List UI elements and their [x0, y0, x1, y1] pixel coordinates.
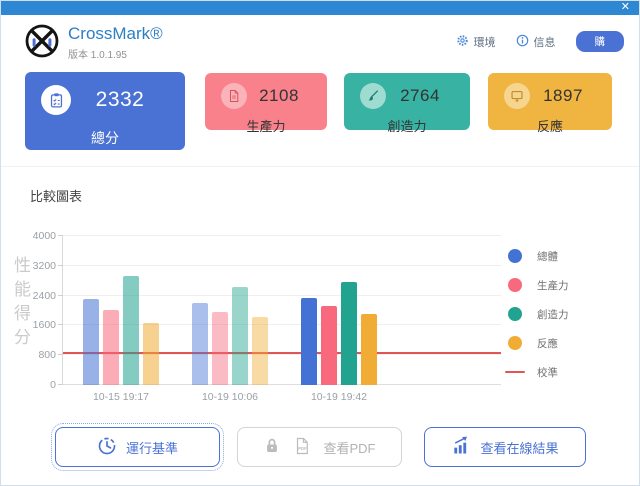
view-pdf-button[interactable]: PDF 查看PDF: [237, 427, 402, 467]
gridline: [63, 384, 501, 385]
bar-創造力: [341, 282, 357, 385]
legend-line-swatch: [505, 371, 525, 373]
nav-environment[interactable]: 環境: [456, 34, 496, 50]
app-version: 版本 1.0.1.95: [68, 50, 127, 61]
productivity-score-label: 生產力: [246, 119, 286, 134]
axis-tick: [58, 324, 63, 326]
clipboard-icon: [41, 85, 71, 115]
gridline: [63, 354, 501, 356]
section-divider: [0, 166, 640, 167]
legend-swatch: [508, 307, 522, 321]
legend-swatch: [508, 278, 522, 292]
nav-info-label: 信息: [533, 36, 556, 49]
app-title: CrossMark®: [68, 24, 163, 43]
score-card-responsiveness: 1897 反應: [488, 73, 612, 134]
x-axis-label: 10-19 19:42: [310, 391, 368, 403]
bar-group: [83, 276, 159, 385]
clock-icon: [97, 436, 117, 459]
bar-反應: [252, 317, 268, 385]
score-card-creativity: 2764 創造力: [344, 73, 470, 134]
bar-group: [192, 287, 268, 385]
score-card-total: 2332 總分: [25, 72, 185, 150]
lock-icon: [263, 437, 281, 458]
gridline: [63, 294, 501, 296]
y-axis-labels: 0 800 1600 2400 3200 4000: [20, 230, 56, 391]
axis-tick: [58, 264, 63, 266]
chart-arrow-icon: [451, 436, 471, 459]
view-online-results-button[interactable]: 查看在線結果: [424, 427, 586, 467]
close-icon[interactable]: ✕: [620, 1, 630, 13]
header-nav: 環境 信息 購: [456, 31, 624, 52]
x-axis-label: 10-15 19:17: [92, 391, 150, 403]
run-benchmark-label: 運行基準: [125, 440, 178, 456]
y-axis-tick-label: 4000: [32, 230, 56, 242]
bar-總體: [301, 298, 317, 385]
bar-生產力: [321, 306, 337, 385]
legend-swatch: [508, 336, 522, 350]
svg-text:PDF: PDF: [299, 446, 308, 451]
bar-反應: [143, 322, 159, 385]
responsiveness-score-label: 反應: [536, 119, 563, 134]
legend-item: 反應: [508, 335, 569, 351]
total-score-value: 2332: [95, 88, 145, 111]
axis-tick: [58, 384, 63, 385]
chart-legend: 總體生產力創造力反應校準: [505, 248, 569, 380]
bar-創造力: [232, 287, 248, 385]
legend-item-calibration: 校準: [505, 364, 569, 380]
creativity-score-label: 創造力: [387, 119, 427, 134]
legend-label: 校準: [537, 366, 558, 379]
legend-item: 創造力: [508, 306, 569, 322]
bar-生產力: [103, 309, 119, 385]
info-icon: [516, 34, 529, 50]
gridline: [63, 324, 501, 326]
legend-label: 生產力: [537, 279, 569, 292]
bar-總體: [83, 298, 99, 385]
monitor-icon: [504, 83, 530, 109]
view-pdf-label: 查看PDF: [323, 440, 376, 456]
y-axis-tick-label: 0: [50, 379, 56, 391]
bar-創造力: [123, 276, 139, 385]
calibration-line: [63, 352, 501, 355]
y-axis-tick-label: 800: [38, 349, 56, 362]
crossmark-logo-icon: [22, 21, 62, 66]
view-online-results-label: 查看在線結果: [480, 440, 559, 456]
bar-生產力: [212, 312, 228, 385]
y-axis-tick-label: 1600: [32, 319, 56, 332]
bar-反應: [361, 314, 377, 385]
axis-tick: [58, 235, 63, 236]
gridline: [63, 235, 501, 236]
axis-tick: [58, 354, 63, 356]
comparison-chart: 性能得分 0 800 1600 2400 3200 4000 10-15 19:17 10-…: [0, 222, 640, 417]
y-axis-tick-label: 3200: [32, 259, 56, 272]
bar-總體: [192, 303, 208, 385]
responsiveness-score-value: 1897: [543, 86, 583, 105]
run-benchmark-button[interactable]: 運行基準: [51, 423, 224, 471]
y-axis-title: 性能得分: [11, 256, 30, 352]
legend-swatch: [508, 249, 522, 263]
total-score-label: 總分: [91, 130, 119, 146]
pdf-file-icon: PDF: [293, 437, 311, 458]
nav-environment-label: 環境: [473, 36, 496, 49]
legend-label: 反應: [537, 337, 558, 350]
brush-icon: [360, 83, 386, 109]
productivity-score-value: 2108: [259, 86, 299, 105]
gridline: [63, 264, 501, 266]
chart-section-title: 比較圖表: [30, 189, 83, 204]
document-icon: [221, 83, 247, 109]
nav-info[interactable]: 信息: [516, 34, 556, 50]
x-axis-label: 10-19 10:06: [201, 391, 259, 403]
chart-plot: 10-15 19:17 10-19 10:06 10-19 19:42: [58, 235, 501, 403]
legend-item: 生產力: [508, 277, 569, 293]
title-bar: ✕: [0, 0, 640, 15]
legend-label: 創造力: [537, 308, 569, 321]
axis-tick: [58, 294, 63, 296]
legend-label: 總體: [537, 250, 558, 263]
legend-item: 總體: [508, 248, 569, 264]
buy-button[interactable]: 購: [575, 31, 624, 52]
gear-icon: [456, 34, 469, 50]
y-axis-tick-label: 2400: [32, 289, 56, 302]
creativity-score-value: 2764: [400, 86, 440, 105]
bar-group: [301, 282, 377, 385]
score-card-productivity: 2108 生產力: [205, 73, 327, 134]
